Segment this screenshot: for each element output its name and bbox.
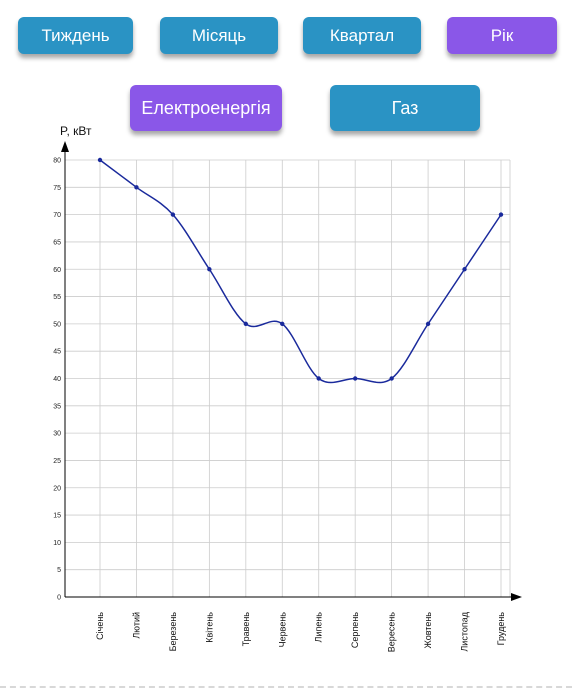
y-tick-label: 5 <box>57 567 61 574</box>
y-tick-label: 15 <box>53 513 61 520</box>
y-tick-label: 65 <box>53 239 61 246</box>
y-axis-arrow <box>61 141 69 152</box>
series-points <box>97 157 504 381</box>
period-button-quarter[interactable]: Квартал <box>303 17 421 54</box>
y-tick-label: 40 <box>53 376 61 383</box>
y-tick-label: 35 <box>53 403 61 410</box>
x-axis-arrow <box>511 593 522 601</box>
data-point <box>97 157 103 163</box>
x-tick-label: Жовтень <box>423 612 433 649</box>
data-point <box>170 212 176 217</box>
x-tick-label: Травень <box>241 612 251 647</box>
y-tick-label: 20 <box>53 485 61 492</box>
x-tick-label: Січень <box>95 612 105 640</box>
x-tick-label: Липень <box>314 612 324 643</box>
period-button-year[interactable]: Рік <box>447 17 557 54</box>
y-tick-label: 70 <box>53 212 61 219</box>
chart-axes <box>61 141 522 601</box>
y-tick-label: 75 <box>53 185 61 192</box>
y-tick-label: 80 <box>53 158 61 165</box>
x-tick-label: Березень <box>168 612 178 652</box>
y-tick-label: 60 <box>53 267 61 274</box>
y-tick-label: 25 <box>53 458 61 465</box>
y-tick-label: 50 <box>53 321 61 328</box>
data-point <box>280 321 285 327</box>
y-tick-labels: 0 5 10 15 20 25 30 35 40 45 50 55 60 65 70 75 80 <box>53 158 61 602</box>
data-point <box>425 321 431 327</box>
resource-button-electricity[interactable]: Електроенергія <box>130 85 282 131</box>
data-point <box>462 267 467 272</box>
y-tick-label: 10 <box>53 540 61 547</box>
y-tick-label: 55 <box>53 294 61 301</box>
period-button-week[interactable]: Тиждень <box>18 17 133 54</box>
data-point <box>389 376 394 381</box>
data-point <box>134 185 139 190</box>
y-tick-label: 0 <box>57 595 61 602</box>
data-point <box>207 267 212 272</box>
chart-grid <box>65 159 511 598</box>
x-tick-label: Квітень <box>204 612 214 643</box>
y-tick-label: 30 <box>53 431 61 438</box>
y-tick-label: 45 <box>53 349 61 356</box>
x-tick-label: Червень <box>277 612 287 648</box>
data-point <box>316 376 321 381</box>
series-line <box>99 159 502 384</box>
data-point <box>243 321 249 327</box>
x-tick-label: Листопад <box>460 611 470 651</box>
resource-button-gas[interactable]: Газ <box>330 85 480 131</box>
x-tick-label: Серпень <box>350 612 360 648</box>
x-tick-label: Грудень <box>496 612 506 646</box>
x-tick-label: Вересень <box>387 612 397 652</box>
data-point <box>498 212 504 217</box>
x-tick-labels: Січень Лютий Березень Квітень Травень Червень… <box>95 611 506 652</box>
x-tick-label: Лютий <box>131 612 141 639</box>
y-axis-label: P, кВт <box>60 124 92 138</box>
data-point <box>352 376 358 381</box>
period-button-month[interactable]: Місяць <box>160 17 278 54</box>
